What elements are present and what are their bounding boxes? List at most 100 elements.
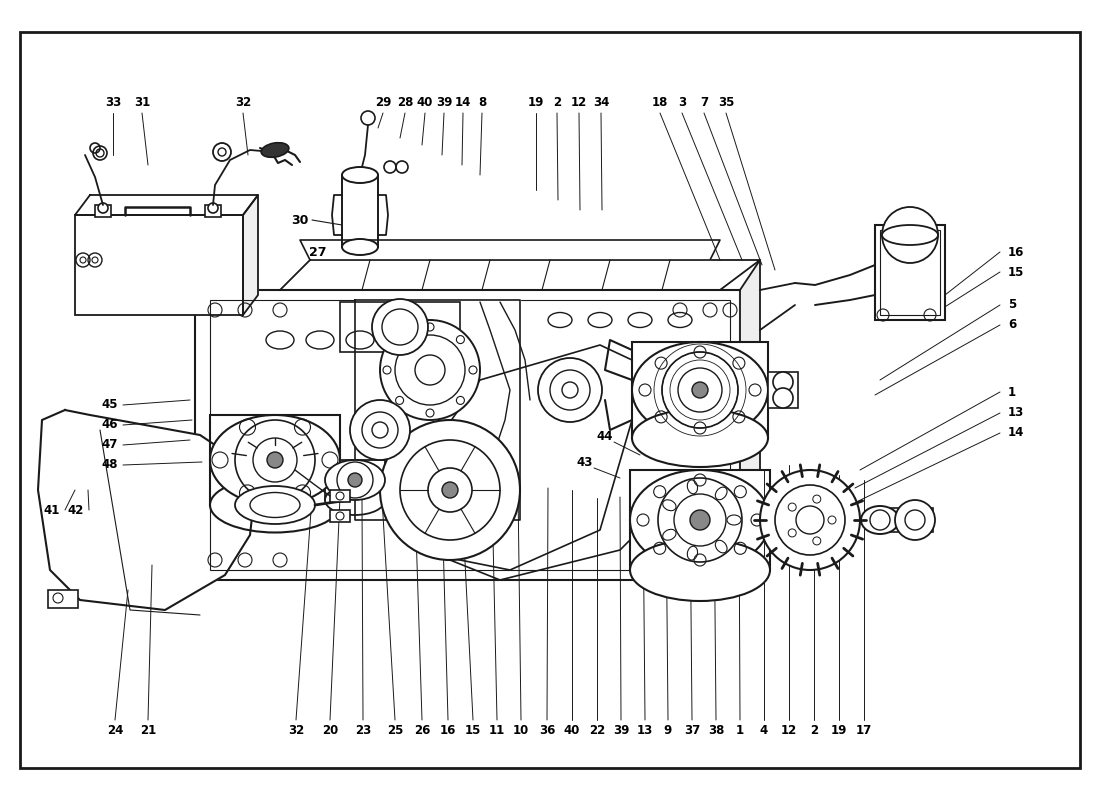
Text: 23: 23 bbox=[355, 723, 371, 737]
Ellipse shape bbox=[210, 478, 340, 533]
Ellipse shape bbox=[628, 313, 652, 327]
Ellipse shape bbox=[882, 225, 938, 245]
Text: 34: 34 bbox=[593, 97, 609, 110]
Ellipse shape bbox=[324, 460, 385, 500]
Ellipse shape bbox=[250, 493, 300, 518]
Text: 16: 16 bbox=[1008, 246, 1024, 258]
Text: 2: 2 bbox=[810, 723, 818, 737]
Circle shape bbox=[692, 382, 708, 398]
Bar bbox=[632, 342, 768, 438]
Circle shape bbox=[400, 440, 500, 540]
Text: 14: 14 bbox=[1008, 426, 1024, 439]
Circle shape bbox=[348, 473, 362, 487]
Text: 15: 15 bbox=[465, 723, 481, 737]
Polygon shape bbox=[300, 240, 720, 260]
Text: 19: 19 bbox=[830, 723, 847, 737]
Ellipse shape bbox=[632, 409, 768, 467]
Text: 12: 12 bbox=[571, 97, 587, 110]
Text: 32: 32 bbox=[235, 97, 251, 110]
Text: 6: 6 bbox=[1008, 318, 1016, 331]
Text: 22: 22 bbox=[588, 723, 605, 737]
Text: 2: 2 bbox=[553, 97, 561, 110]
Circle shape bbox=[350, 400, 410, 460]
Circle shape bbox=[428, 468, 472, 512]
Bar bbox=[95, 205, 111, 217]
Circle shape bbox=[773, 372, 793, 392]
Text: 7: 7 bbox=[700, 97, 708, 110]
Text: 1: 1 bbox=[1008, 386, 1016, 398]
Polygon shape bbox=[740, 260, 760, 580]
Circle shape bbox=[658, 478, 742, 562]
Text: 46: 46 bbox=[101, 418, 118, 431]
Ellipse shape bbox=[210, 415, 340, 505]
Text: 17: 17 bbox=[856, 723, 872, 737]
Circle shape bbox=[379, 320, 480, 420]
Ellipse shape bbox=[266, 331, 294, 349]
Circle shape bbox=[662, 352, 738, 428]
Ellipse shape bbox=[342, 167, 378, 183]
Circle shape bbox=[882, 207, 938, 263]
Bar bbox=[342, 175, 378, 247]
Bar bbox=[330, 490, 350, 502]
Text: 42: 42 bbox=[67, 503, 84, 517]
Bar bbox=[874, 225, 945, 320]
Bar bbox=[75, 215, 243, 315]
Text: 15: 15 bbox=[1008, 266, 1024, 278]
Circle shape bbox=[208, 203, 218, 213]
Polygon shape bbox=[280, 260, 760, 290]
Text: 25: 25 bbox=[387, 723, 404, 737]
Text: 10: 10 bbox=[513, 723, 529, 737]
Ellipse shape bbox=[261, 142, 289, 158]
Text: 48: 48 bbox=[101, 458, 118, 471]
Ellipse shape bbox=[630, 539, 770, 601]
Text: 9: 9 bbox=[664, 723, 672, 737]
Circle shape bbox=[98, 203, 108, 213]
Ellipse shape bbox=[588, 313, 612, 327]
Text: 36: 36 bbox=[539, 723, 556, 737]
Circle shape bbox=[538, 358, 602, 422]
Text: 18: 18 bbox=[652, 97, 668, 110]
Polygon shape bbox=[243, 195, 258, 315]
Circle shape bbox=[442, 482, 458, 498]
Text: 5: 5 bbox=[1008, 298, 1016, 311]
Text: 40: 40 bbox=[564, 723, 580, 737]
Ellipse shape bbox=[861, 506, 899, 534]
Ellipse shape bbox=[632, 342, 768, 438]
Bar bbox=[630, 470, 770, 570]
Circle shape bbox=[895, 500, 935, 540]
Text: 45: 45 bbox=[101, 398, 118, 411]
Text: 30: 30 bbox=[292, 214, 309, 226]
Text: 12: 12 bbox=[781, 723, 798, 737]
Circle shape bbox=[415, 355, 446, 385]
Bar bbox=[880, 230, 940, 315]
Text: 39: 39 bbox=[436, 97, 452, 110]
Text: 38: 38 bbox=[707, 723, 724, 737]
Text: 16: 16 bbox=[440, 723, 456, 737]
Text: 35: 35 bbox=[718, 97, 734, 110]
Text: 28: 28 bbox=[397, 97, 414, 110]
Circle shape bbox=[379, 420, 520, 560]
Text: 44: 44 bbox=[596, 430, 614, 443]
Text: 33: 33 bbox=[104, 97, 121, 110]
Text: 37: 37 bbox=[684, 723, 700, 737]
Text: 47: 47 bbox=[101, 438, 118, 451]
Ellipse shape bbox=[346, 331, 374, 349]
Text: 13: 13 bbox=[637, 723, 653, 737]
Polygon shape bbox=[39, 410, 255, 610]
Text: 27: 27 bbox=[309, 246, 327, 258]
Circle shape bbox=[690, 510, 710, 530]
Ellipse shape bbox=[306, 331, 334, 349]
Bar bbox=[210, 300, 730, 570]
Bar bbox=[48, 590, 78, 608]
Circle shape bbox=[773, 388, 793, 408]
Bar bbox=[330, 510, 350, 522]
Ellipse shape bbox=[235, 486, 315, 524]
Circle shape bbox=[372, 299, 428, 355]
Polygon shape bbox=[355, 300, 520, 520]
Text: 19: 19 bbox=[528, 97, 544, 110]
Bar bbox=[210, 415, 340, 505]
Circle shape bbox=[267, 452, 283, 468]
Text: 11: 11 bbox=[488, 723, 505, 737]
Text: 20: 20 bbox=[322, 723, 338, 737]
Text: 26: 26 bbox=[414, 723, 430, 737]
